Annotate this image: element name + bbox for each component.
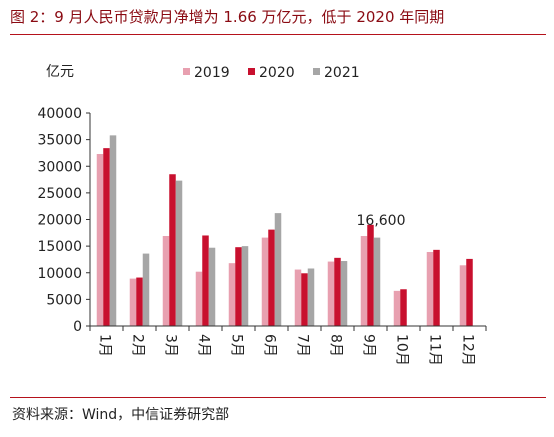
bar-2019-2月 — [129, 278, 137, 326]
bar-2020-11月 — [433, 249, 440, 326]
bar-2019-6月 — [261, 237, 269, 326]
bar-2020-5月 — [235, 247, 242, 326]
bar-2021-9月 — [373, 237, 381, 326]
bar-2021-4月 — [208, 247, 216, 326]
source-note: 资料来源：Wind，中信证券研究部 — [12, 407, 230, 423]
bar-2020-12月 — [466, 258, 473, 326]
y-tick-label: 40000 — [37, 106, 82, 122]
legend-swatch-2019 — [183, 68, 190, 75]
bar-2019-8月 — [327, 261, 335, 326]
bar-2020-10月 — [400, 289, 407, 326]
figure-title: 图 2：9 月人民币贷款月净增为 1.66 万亿元，低于 2020 年同期 — [10, 8, 445, 26]
bar-2020-7月 — [301, 273, 308, 326]
y-tick-label: 15000 — [37, 239, 82, 255]
bar-2019-10月 — [393, 290, 401, 326]
legend: 2019 2020 2021 — [183, 65, 360, 81]
x-tick-label: 1月 — [97, 334, 113, 357]
bar-2021-8月 — [340, 261, 348, 326]
y-tick-label: 35000 — [37, 133, 82, 149]
x-tick-label: 8月 — [328, 334, 344, 357]
x-tick-label: 4月 — [196, 334, 212, 357]
bar-2020-2月 — [136, 277, 143, 326]
y-axis: 0 5000 10000 15000 20000 25000 30000 35000 40000 — [37, 106, 91, 335]
x-tick-label: 9月 — [361, 334, 377, 357]
bar-2019-1月 — [96, 154, 104, 326]
y-tick-label: 10000 — [37, 266, 82, 282]
bar-chart: 亿元 2019 2020 2021 0 5000 10000 15000 20000 2500… — [37, 64, 487, 366]
bar-2020-3月 — [169, 174, 176, 326]
data-label-annotation: 16,600 — [357, 213, 406, 229]
bar-2021-1月 — [109, 135, 117, 326]
x-tick-label: 5月 — [229, 334, 245, 357]
bar-2019-11月 — [426, 251, 434, 326]
x-tick-label: 12月 — [460, 334, 476, 366]
x-tick-label: 7月 — [295, 334, 311, 357]
x-tick-label: 11月 — [427, 334, 443, 366]
bar-2021-2月 — [142, 253, 150, 326]
y-tick-label: 0 — [73, 319, 82, 335]
legend-swatch-2020 — [248, 68, 255, 75]
bar-2021-6月 — [274, 213, 282, 326]
bar-2019-7月 — [294, 269, 302, 326]
bar-2020-4月 — [202, 235, 209, 326]
x-tick-label: 10月 — [394, 334, 410, 366]
legend-swatch-2021 — [313, 68, 320, 75]
y-axis-unit-label: 亿元 — [46, 64, 74, 80]
legend-label-2021: 2021 — [324, 65, 360, 81]
y-tick-label: 5000 — [46, 292, 82, 308]
bar-2019-4月 — [195, 271, 203, 326]
x-tick-label: 6月 — [262, 334, 278, 357]
bar-2019-9月 — [360, 236, 368, 326]
bar-2021-7月 — [307, 268, 315, 326]
legend-label-2019: 2019 — [194, 65, 230, 81]
x-tick-label: 2月 — [130, 334, 146, 357]
x-tick-label: 3月 — [163, 334, 179, 357]
title-rule — [10, 34, 546, 35]
bar-2021-3月 — [175, 180, 183, 326]
annotations: 16,600 — [357, 213, 406, 229]
y-tick-label: 30000 — [37, 159, 82, 175]
bar-2020-1月 — [103, 148, 110, 326]
bar-2020-6月 — [268, 229, 275, 326]
source-rule — [10, 397, 546, 398]
y-tick-label: 25000 — [37, 186, 82, 202]
legend-label-2020: 2020 — [259, 65, 295, 81]
bar-2019-5月 — [228, 263, 236, 326]
bar-2019-12月 — [459, 265, 467, 326]
bar-2020-9月 — [367, 224, 374, 326]
bar-2020-8月 — [334, 257, 341, 326]
y-tick-label: 20000 — [37, 213, 82, 229]
bar-2019-3月 — [162, 236, 170, 326]
bar-2021-5月 — [241, 246, 249, 326]
x-axis: 1月 2月 3月 4月 5月 6月 7月 8月 9月 10月 11月 12月 — [89, 325, 487, 366]
bars — [96, 135, 473, 326]
